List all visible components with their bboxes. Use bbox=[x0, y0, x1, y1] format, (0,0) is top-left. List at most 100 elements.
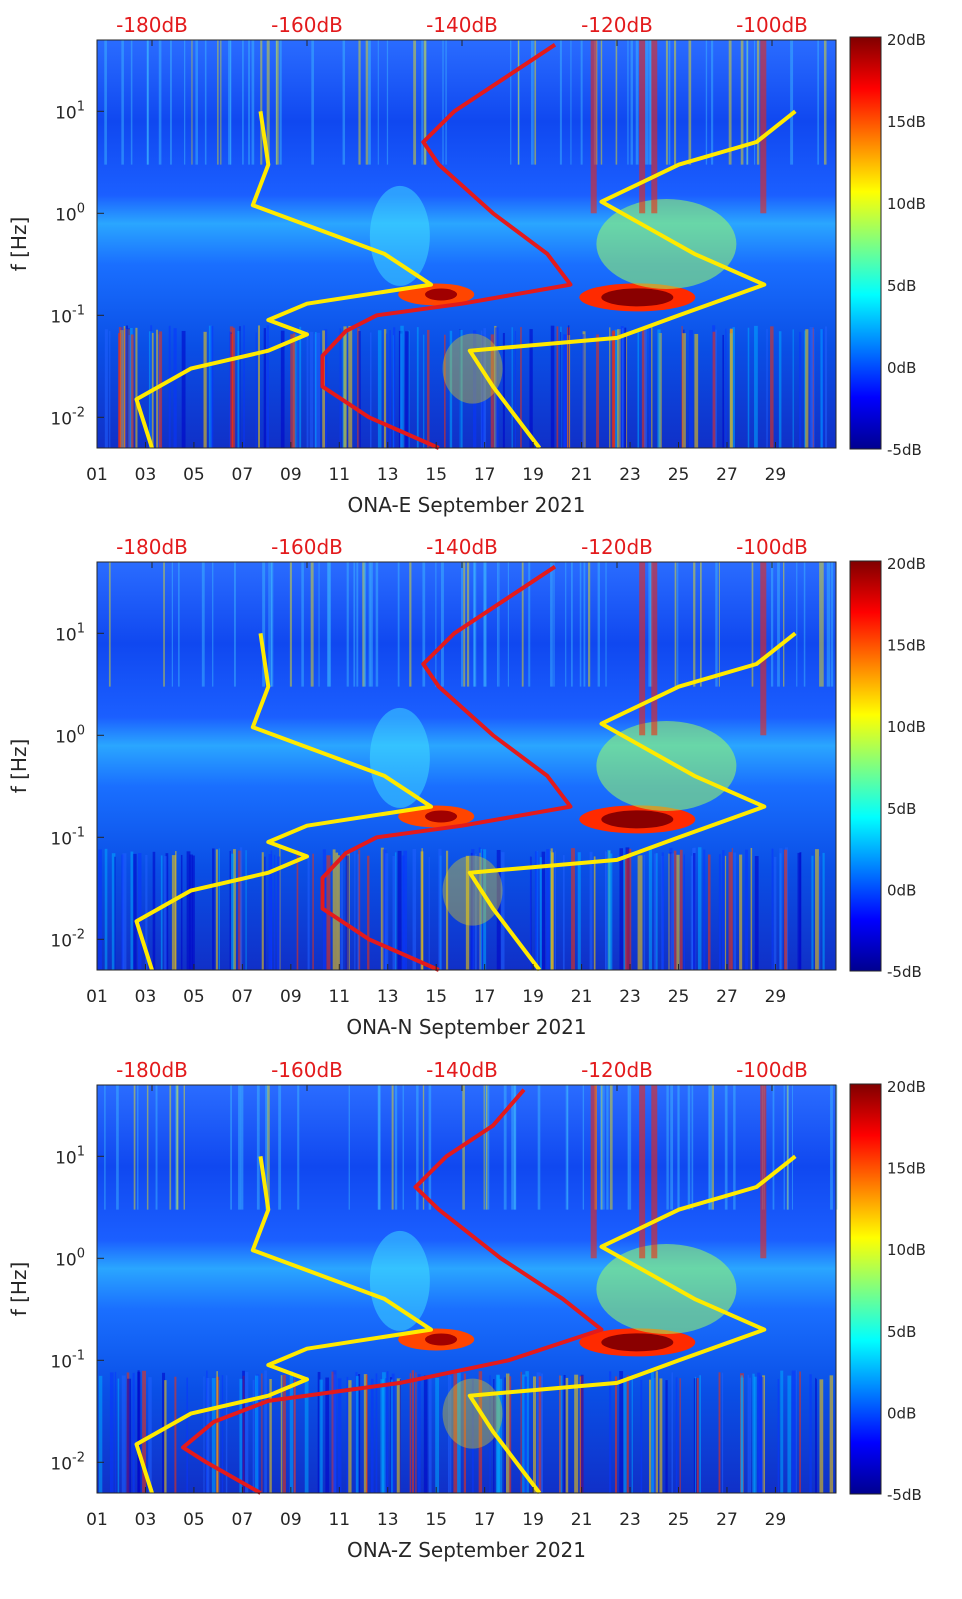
x-tick-label: 17 bbox=[474, 465, 496, 485]
x-tick-label: 09 bbox=[280, 1510, 302, 1530]
top-db-label: -120dB bbox=[581, 13, 653, 37]
colorbar-tick-label: 15dB bbox=[887, 637, 926, 655]
x-tick-label: 25 bbox=[668, 1510, 690, 1530]
x-tick-label: 01 bbox=[86, 465, 108, 485]
spectrogram-texture bbox=[98, 562, 834, 970]
y-axis-label: f [Hz] bbox=[7, 739, 31, 794]
x-axis-label: ONA-N September 2021 bbox=[346, 1015, 586, 1039]
x-tick-label: 11 bbox=[328, 987, 350, 1007]
colorbar-tick-label: -5dB bbox=[887, 1486, 922, 1504]
y-tick-label: 100 bbox=[55, 201, 85, 225]
y-tick-label: 10-1 bbox=[50, 1348, 85, 1372]
x-tick-label: 29 bbox=[765, 987, 787, 1007]
x-tick-label: 17 bbox=[474, 987, 496, 1007]
colorbar-tick-label: 0dB bbox=[887, 1404, 916, 1422]
x-tick-label: 23 bbox=[619, 465, 641, 485]
y-axis-label: f [Hz] bbox=[7, 217, 31, 272]
plot-frame bbox=[96, 1084, 837, 1494]
colorbar-tick-label: 20dB bbox=[887, 555, 926, 573]
colorbar-tick-label: 20dB bbox=[887, 31, 926, 49]
red-curve bbox=[181, 1088, 604, 1495]
yellow-curve bbox=[467, 109, 797, 450]
yellow-curve bbox=[134, 1156, 433, 1494]
top-db-label: -120dB bbox=[581, 1058, 653, 1082]
x-tick-label: 29 bbox=[765, 1510, 787, 1530]
top-db-label: -180dB bbox=[116, 13, 188, 37]
colorbar bbox=[849, 560, 882, 972]
x-tick-label: 03 bbox=[135, 465, 157, 485]
top-db-label: -140dB bbox=[426, 1058, 498, 1082]
x-tick-label: 23 bbox=[619, 1510, 641, 1530]
x-tick-label: 27 bbox=[716, 987, 738, 1007]
y-tick-label: 101 bbox=[55, 621, 85, 645]
top-db-label: -140dB bbox=[426, 13, 498, 37]
top-db-label: -160dB bbox=[271, 13, 343, 37]
colorbar-tick-label: 20dB bbox=[887, 1078, 926, 1096]
spectrogram-panel: 01 03 05 07 09 11 13 15 17 19 21 23 25 27 29 10-2 10-1 10… bbox=[7, 13, 926, 517]
y-tick-label: 101 bbox=[55, 1144, 85, 1168]
colorbar-tick-label: 10dB bbox=[887, 195, 926, 213]
top-db-label: -100dB bbox=[736, 535, 808, 559]
yellow-curve bbox=[467, 1154, 797, 1495]
x-tick-label: 07 bbox=[232, 987, 254, 1007]
x-tick-label: 11 bbox=[328, 465, 350, 485]
x-tick-label: 07 bbox=[232, 465, 254, 485]
top-db-label: -180dB bbox=[116, 535, 188, 559]
x-tick-label: 27 bbox=[716, 1510, 738, 1530]
x-axis-label: ONA-Z September 2021 bbox=[347, 1538, 586, 1562]
x-tick-label: 05 bbox=[183, 987, 205, 1007]
y-tick-label: 100 bbox=[55, 723, 85, 747]
red-curve bbox=[320, 565, 573, 972]
x-tick-label: 11 bbox=[328, 1510, 350, 1530]
x-tick-label: 05 bbox=[183, 1510, 205, 1530]
x-tick-label: 01 bbox=[86, 987, 108, 1007]
yellow-curve bbox=[134, 633, 433, 971]
x-tick-label: 29 bbox=[765, 465, 787, 485]
spectrogram-panel: 01 03 05 07 09 11 13 15 17 19 21 23 25 27 29 10-2 10-1 10… bbox=[7, 1058, 926, 1562]
x-tick-label: 25 bbox=[668, 987, 690, 1007]
top-db-label: -140dB bbox=[426, 535, 498, 559]
x-tick-label: 19 bbox=[522, 987, 544, 1007]
x-tick-label: 25 bbox=[668, 465, 690, 485]
colorbar bbox=[849, 1083, 882, 1495]
y-tick-label: 10-1 bbox=[50, 303, 85, 327]
top-db-label: -160dB bbox=[271, 1058, 343, 1082]
y-tick-label: 10-1 bbox=[50, 825, 85, 849]
y-tick-label: 100 bbox=[55, 1246, 85, 1270]
x-tick-label: 15 bbox=[425, 1510, 447, 1530]
colorbar-tick-label: 0dB bbox=[887, 359, 916, 377]
x-tick-label: 21 bbox=[571, 465, 593, 485]
top-db-label: -160dB bbox=[271, 535, 343, 559]
red-curve bbox=[320, 43, 573, 450]
x-tick-label: 13 bbox=[377, 987, 399, 1007]
x-tick-label: 13 bbox=[377, 465, 399, 485]
x-tick-label: 19 bbox=[522, 465, 544, 485]
yellow-curve bbox=[134, 111, 433, 449]
colorbar-tick-label: 15dB bbox=[887, 113, 926, 131]
plot-frame bbox=[96, 561, 837, 971]
spectrogram-texture bbox=[98, 1085, 838, 1493]
x-tick-label: 23 bbox=[619, 987, 641, 1007]
x-tick-label: 03 bbox=[135, 987, 157, 1007]
top-db-label: -120dB bbox=[581, 535, 653, 559]
top-db-label: -180dB bbox=[116, 1058, 188, 1082]
colorbar-tick-label: 5dB bbox=[887, 800, 916, 818]
x-tick-label: 15 bbox=[425, 465, 447, 485]
top-db-label: -100dB bbox=[736, 1058, 808, 1082]
x-tick-label: 03 bbox=[135, 1510, 157, 1530]
x-tick-label: 09 bbox=[280, 987, 302, 1007]
x-tick-label: 09 bbox=[280, 465, 302, 485]
colorbar-tick-label: 15dB bbox=[887, 1160, 926, 1178]
x-tick-label: 01 bbox=[86, 1510, 108, 1530]
y-axis-label: f [Hz] bbox=[7, 1262, 31, 1317]
x-tick-label: 27 bbox=[716, 465, 738, 485]
x-tick-label: 05 bbox=[183, 465, 205, 485]
x-tick-label: 17 bbox=[474, 1510, 496, 1530]
colorbar-tick-label: -5dB bbox=[887, 441, 922, 459]
y-tick-label: 101 bbox=[55, 99, 85, 123]
x-tick-label: 21 bbox=[571, 987, 593, 1007]
y-tick-label: 10-2 bbox=[50, 927, 85, 951]
x-tick-label: 07 bbox=[232, 1510, 254, 1530]
